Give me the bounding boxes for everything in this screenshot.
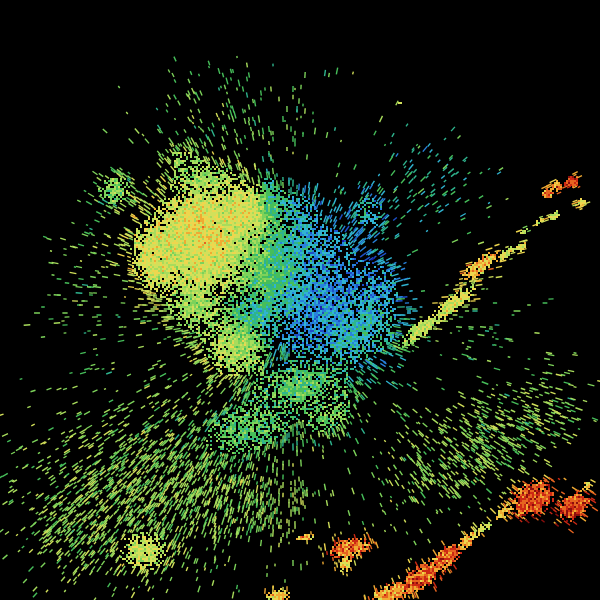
radar-display	[0, 0, 600, 600]
radar-reflectivity-canvas	[0, 0, 600, 600]
